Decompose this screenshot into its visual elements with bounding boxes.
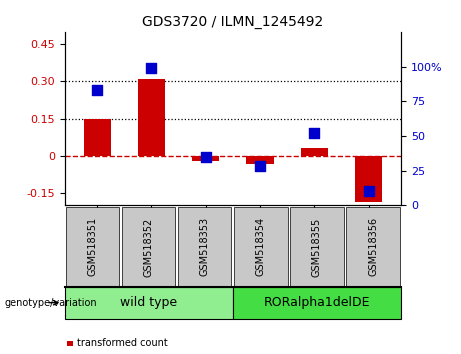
- Bar: [138, 79, 165, 156]
- Point: [365, 189, 372, 194]
- Text: GSM518352: GSM518352: [144, 217, 154, 276]
- Bar: [192, 156, 219, 161]
- Point: [311, 130, 318, 136]
- Text: GSM518351: GSM518351: [88, 217, 98, 276]
- Bar: [355, 156, 382, 201]
- Title: GDS3720 / ILMN_1245492: GDS3720 / ILMN_1245492: [142, 16, 324, 29]
- Bar: [246, 156, 273, 164]
- Point: [256, 164, 264, 169]
- Text: genotype/variation: genotype/variation: [5, 298, 97, 308]
- Text: GSM518356: GSM518356: [368, 217, 378, 276]
- Text: transformed count: transformed count: [77, 338, 168, 348]
- Text: GSM518353: GSM518353: [200, 217, 210, 276]
- Point: [94, 87, 101, 93]
- Text: GSM518355: GSM518355: [312, 217, 322, 276]
- Bar: [83, 119, 111, 156]
- Bar: [301, 148, 328, 156]
- Text: GSM518354: GSM518354: [256, 217, 266, 276]
- Point: [148, 65, 155, 71]
- Point: [202, 154, 209, 160]
- Text: RORalpha1delDE: RORalpha1delDE: [264, 296, 370, 309]
- Text: wild type: wild type: [120, 296, 177, 309]
